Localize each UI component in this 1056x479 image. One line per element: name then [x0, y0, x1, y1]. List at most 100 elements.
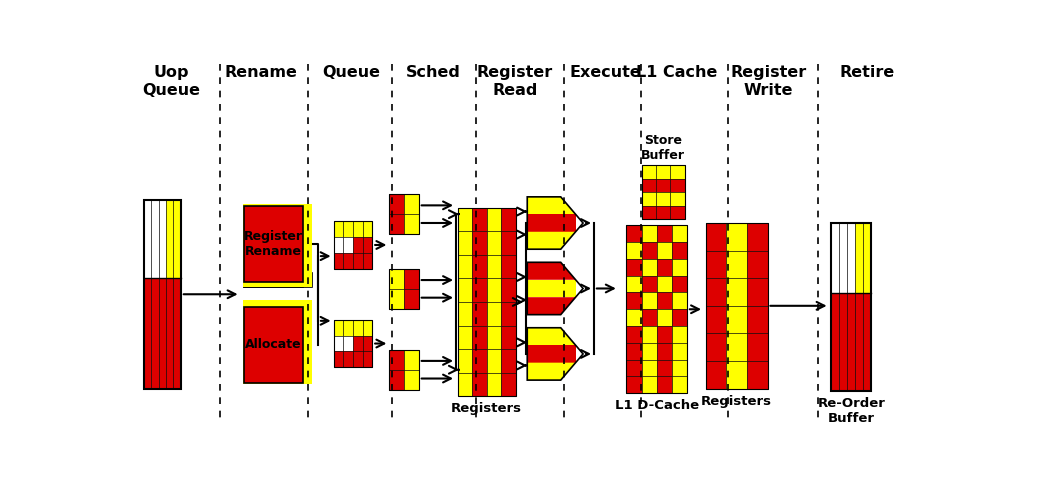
- Bar: [502, 278, 515, 302]
- Bar: [362, 352, 373, 367]
- Bar: [626, 225, 686, 393]
- Bar: [390, 370, 404, 390]
- Text: Uop
Queue: Uop Queue: [143, 65, 201, 98]
- Bar: [831, 223, 871, 391]
- Bar: [840, 223, 847, 293]
- Bar: [626, 242, 642, 259]
- Bar: [334, 319, 373, 367]
- Bar: [390, 350, 404, 370]
- Bar: [487, 302, 502, 326]
- Bar: [626, 309, 642, 326]
- Bar: [672, 326, 686, 343]
- Text: Re-Order
Buffer: Re-Order Buffer: [817, 397, 885, 425]
- Bar: [158, 200, 166, 278]
- Text: Sched: Sched: [406, 65, 460, 80]
- Bar: [166, 278, 173, 388]
- Bar: [144, 278, 151, 388]
- Bar: [472, 207, 487, 231]
- Bar: [657, 276, 672, 293]
- Bar: [457, 278, 472, 302]
- Bar: [244, 273, 312, 286]
- Bar: [362, 221, 373, 237]
- Bar: [656, 179, 671, 192]
- Bar: [657, 242, 672, 259]
- Bar: [657, 225, 672, 242]
- Bar: [831, 293, 840, 391]
- Bar: [672, 309, 686, 326]
- Polygon shape: [527, 297, 576, 315]
- Polygon shape: [527, 214, 576, 232]
- Bar: [502, 349, 515, 373]
- Bar: [487, 207, 502, 231]
- Bar: [144, 200, 151, 278]
- Bar: [672, 242, 686, 259]
- Bar: [642, 165, 656, 179]
- Bar: [705, 223, 727, 251]
- Bar: [343, 319, 353, 336]
- Bar: [502, 207, 515, 231]
- Bar: [173, 278, 181, 388]
- Bar: [864, 293, 871, 391]
- Bar: [626, 326, 642, 343]
- Bar: [657, 259, 672, 276]
- Polygon shape: [527, 363, 576, 380]
- Text: Rename: Rename: [225, 65, 298, 80]
- Bar: [642, 205, 656, 219]
- Bar: [502, 231, 515, 255]
- Bar: [404, 350, 419, 370]
- Bar: [855, 223, 864, 293]
- Bar: [457, 207, 515, 396]
- Bar: [472, 326, 487, 349]
- Bar: [353, 253, 362, 269]
- Bar: [487, 349, 502, 373]
- Bar: [487, 278, 502, 302]
- Bar: [705, 223, 768, 388]
- Bar: [144, 200, 181, 388]
- Bar: [502, 255, 515, 278]
- Bar: [404, 214, 419, 234]
- Bar: [626, 376, 642, 393]
- Bar: [671, 192, 684, 205]
- Bar: [457, 207, 472, 231]
- Bar: [390, 269, 419, 309]
- Bar: [457, 373, 472, 396]
- Bar: [672, 276, 686, 293]
- Polygon shape: [527, 328, 576, 345]
- Bar: [656, 165, 671, 179]
- Bar: [626, 360, 642, 376]
- Bar: [353, 319, 362, 336]
- Bar: [671, 165, 684, 179]
- Bar: [747, 278, 768, 306]
- Bar: [472, 349, 487, 373]
- Bar: [166, 200, 173, 278]
- Text: Queue: Queue: [322, 65, 380, 80]
- Bar: [656, 205, 671, 219]
- Bar: [642, 225, 657, 242]
- Bar: [831, 223, 840, 293]
- Bar: [334, 352, 343, 367]
- Bar: [727, 251, 747, 278]
- Bar: [642, 242, 657, 259]
- Bar: [626, 259, 642, 276]
- Bar: [151, 278, 158, 388]
- Bar: [457, 326, 472, 349]
- Text: Allocate: Allocate: [245, 338, 302, 351]
- Bar: [747, 333, 768, 361]
- Text: Register
Rename: Register Rename: [244, 230, 303, 258]
- Bar: [672, 225, 686, 242]
- Bar: [334, 221, 373, 269]
- Bar: [472, 255, 487, 278]
- Bar: [502, 326, 515, 349]
- Bar: [487, 255, 502, 278]
- Bar: [626, 276, 642, 293]
- Bar: [151, 200, 158, 278]
- Bar: [672, 360, 686, 376]
- Bar: [642, 179, 656, 192]
- Bar: [657, 293, 672, 309]
- Text: Retire: Retire: [840, 65, 894, 80]
- Bar: [657, 343, 672, 360]
- Bar: [840, 293, 847, 391]
- Bar: [353, 221, 362, 237]
- Bar: [642, 326, 657, 343]
- Bar: [243, 300, 312, 384]
